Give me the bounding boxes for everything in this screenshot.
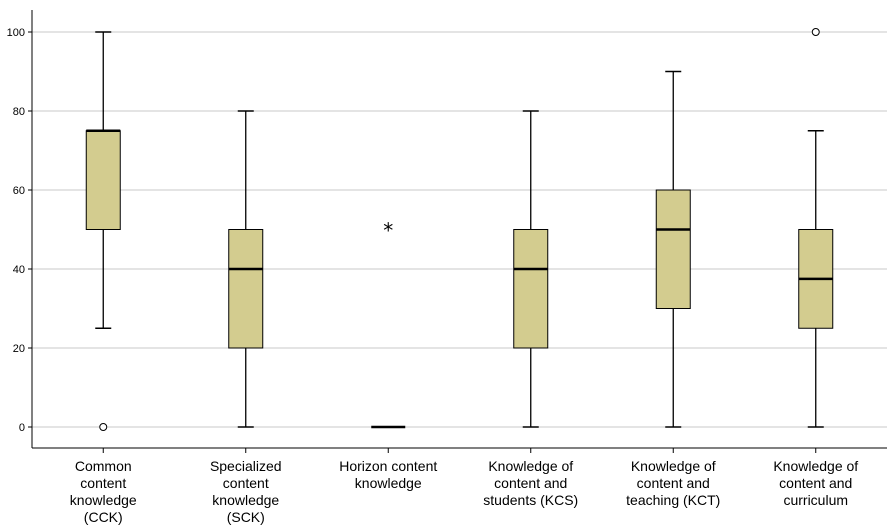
category-label: Knowledge of xyxy=(631,458,716,474)
gridlines xyxy=(32,31,887,428)
category-label: content and xyxy=(779,475,852,491)
box-iqr xyxy=(228,229,264,349)
y-tick-label: 60 xyxy=(13,185,25,197)
extreme-point-marker: * xyxy=(383,219,393,243)
category-label: students (KCS) xyxy=(483,492,578,508)
category-label: knowledge xyxy=(70,492,137,508)
category-label: Knowledge of xyxy=(488,458,573,474)
category-label: content xyxy=(223,475,269,491)
box-iqr xyxy=(85,130,121,230)
category-label: Horizon content xyxy=(339,458,437,474)
box-iqr xyxy=(655,189,691,309)
category-label: teaching (KCT) xyxy=(626,492,720,508)
category-label: curriculum xyxy=(783,492,848,508)
category-label: (CCK) xyxy=(84,509,123,525)
y-tick-label: 0 xyxy=(19,422,25,434)
boxes: * xyxy=(85,28,834,431)
y-tick-label: 40 xyxy=(13,264,25,276)
category-label: content xyxy=(80,475,126,491)
y-tick-label: 80 xyxy=(13,106,25,118)
y-tick-label: 100 xyxy=(7,27,25,39)
category-label: knowledge xyxy=(355,475,422,491)
category-label: content and xyxy=(494,475,567,491)
category-labels: Commoncontentknowledge(CCK)Specializedco… xyxy=(70,458,858,525)
category-label: Specialized xyxy=(210,458,282,474)
box-iqr xyxy=(513,229,549,349)
category-label: Knowledge of xyxy=(773,458,858,474)
category-label: Common xyxy=(75,458,132,474)
y-tick-label: 20 xyxy=(13,343,25,355)
category-label: (SCK) xyxy=(227,509,265,525)
category-label: knowledge xyxy=(212,492,279,508)
outlier-point xyxy=(811,28,820,36)
outlier-point xyxy=(99,423,108,431)
category-label: content and xyxy=(637,475,710,491)
axes: 0 20 40 60 80 100 xyxy=(7,10,887,453)
